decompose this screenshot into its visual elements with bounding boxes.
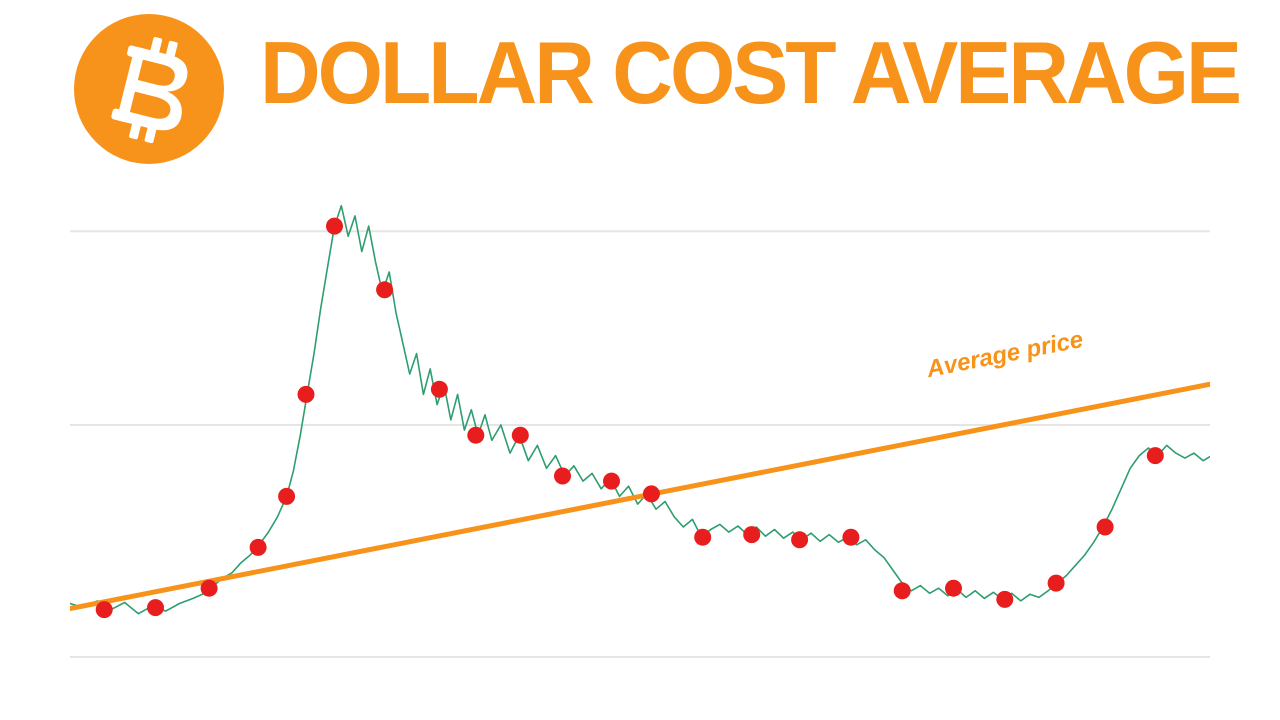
page-title: DOLLAR COST AVERAGE: [260, 22, 1239, 124]
bitcoin-logo-icon: [74, 14, 224, 164]
price-chart: Average price: [70, 170, 1210, 680]
